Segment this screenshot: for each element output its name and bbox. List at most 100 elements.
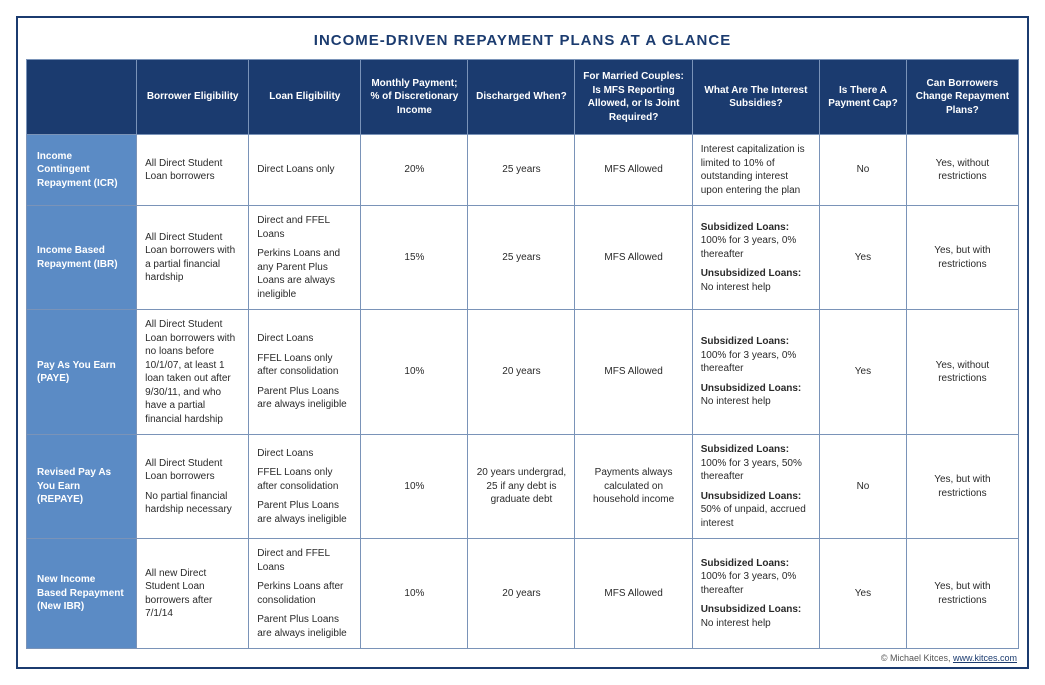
cell-mfs: Payments always calculated on household … (575, 435, 692, 539)
cell-para: All Direct Student Loan borrowers (145, 457, 240, 484)
credit-prefix: © Michael Kitces, (881, 653, 953, 663)
subsidy-text: No interest help (701, 396, 771, 407)
cell-para: Direct Loans only (257, 163, 352, 177)
table-head: Borrower Eligibility Loan Eligibility Mo… (27, 60, 1019, 135)
row-label: New Income Based Repayment (New IBR) (27, 539, 137, 649)
cell-para: Unsubsidized Loans: No interest help (701, 603, 811, 630)
table-row: Pay As You Earn (PAYE)All Direct Student… (27, 310, 1019, 435)
cell-discharged: 20 years undergrad, 25 if any debt is gr… (468, 435, 575, 539)
subsidy-label: Unsubsidized Loans: (701, 491, 802, 502)
subsidy-label: Subsidized Loans: (701, 558, 789, 569)
subsidy-text: 100% for 3 years, 50% thereafter (701, 458, 802, 483)
cell-loan: Direct Loans only (249, 135, 361, 206)
cell-cap: Yes (820, 310, 907, 435)
cell-subsidies: Subsidized Loans: 100% for 3 years, 0% th… (692, 539, 819, 649)
cell-para: Parent Plus Loans are always ineligible (257, 613, 352, 640)
cell-change: Yes, but with restrictions (906, 435, 1018, 539)
cell-para: Unsubsidized Loans:No interest help (701, 382, 811, 409)
subsidy-label: Subsidized Loans: (701, 336, 789, 347)
cell-mfs: MFS Allowed (575, 310, 692, 435)
cell-cap: Yes (820, 539, 907, 649)
cell-para: FFEL Loans only after consolidation (257, 352, 352, 379)
cell-para: Parent Plus Loans are always ineligible (257, 499, 352, 526)
cell-borrower: All Direct Student Loan borrowers No part… (137, 435, 249, 539)
cell-mfs: MFS Allowed (575, 539, 692, 649)
cell-loan: Direct Loans FFEL Loans only after consol… (249, 310, 361, 435)
cell-payment: 10% (361, 310, 468, 435)
cell-borrower: All Direct Student Loan borrowers with n… (137, 310, 249, 435)
cell-discharged: 25 years (468, 135, 575, 206)
cell-change: Yes, but with restrictions (906, 206, 1018, 310)
subsidy-text: 100% for 3 years, 0% thereafter (701, 571, 797, 596)
subsidy-text: No interest help (701, 618, 771, 629)
idr-table: Borrower Eligibility Loan Eligibility Mo… (26, 59, 1019, 649)
col-head-change: Can Borrowers Change Repayment Plans? (906, 60, 1018, 135)
table-row: Revised Pay As You Earn (REPAYE)All Dire… (27, 435, 1019, 539)
cell-cap: No (820, 435, 907, 539)
cell-cap: No (820, 135, 907, 206)
col-head-loan: Loan Eligibility (249, 60, 361, 135)
col-head-blank (27, 60, 137, 135)
cell-para: Interest capitalization is limited to 10… (701, 143, 811, 197)
cell-subsidies: Subsidized Loans: 100% for 3 years, 50% t… (692, 435, 819, 539)
cell-change: Yes, but with restrictions (906, 539, 1018, 649)
cell-borrower: All new Direct Student Loan borrowers af… (137, 539, 249, 649)
table-row: New Income Based Repayment (New IBR)All … (27, 539, 1019, 649)
cell-change: Yes, without restrictions (906, 135, 1018, 206)
subsidy-label: Unsubsidized Loans: (701, 268, 802, 279)
cell-para: Perkins Loans and any Parent Plus Loans … (257, 247, 352, 301)
col-head-subsidies: What Are The Interest Subsidies? (692, 60, 819, 135)
cell-para: Subsidized Loans: 100% for 3 years, 0% th… (701, 335, 811, 376)
subsidy-label: Unsubsidized Loans: (701, 604, 802, 615)
row-label: Income Based Repayment (IBR) (27, 206, 137, 310)
cell-mfs: MFS Allowed (575, 135, 692, 206)
subsidy-text: Interest capitalization is limited to 10… (701, 144, 805, 196)
cell-para: Subsidized Loans: 100% for 3 years, 0% th… (701, 221, 811, 262)
col-head-payment: Monthly Payment; % of Discretionary Inco… (361, 60, 468, 135)
subsidy-text: No interest help (701, 282, 771, 293)
cell-para: All Direct Student Loan borrowers (145, 157, 240, 184)
cell-para: Direct Loans (257, 447, 352, 461)
subsidy-text: 100% for 3 years, 0% thereafter (701, 350, 797, 375)
subsidy-text: 50% of unpaid, accrued interest (701, 504, 806, 529)
cell-para: Direct Loans (257, 332, 352, 346)
cell-para: All Direct Student Loan borrowers with a… (145, 231, 240, 285)
cell-loan: Direct Loans FFEL Loans only after consol… (249, 435, 361, 539)
cell-para: Direct and FFEL Loans (257, 547, 352, 574)
cell-subsidies: Interest capitalization is limited to 10… (692, 135, 819, 206)
chart-frame: INCOME-DRIVEN REPAYMENT PLANS AT A GLANC… (16, 16, 1029, 669)
cell-discharged: 20 years (468, 310, 575, 435)
table-row: Income Based Repayment (IBR)All Direct S… (27, 206, 1019, 310)
cell-payment: 10% (361, 539, 468, 649)
subsidy-text: 100% for 3 years, 0% thereafter (701, 235, 797, 260)
cell-para: Unsubsidized Loans: No interest help (701, 267, 811, 294)
cell-payment: 10% (361, 435, 468, 539)
cell-cap: Yes (820, 206, 907, 310)
cell-para: Parent Plus Loans are always ineligible (257, 385, 352, 412)
col-head-discharged: Discharged When? (468, 60, 575, 135)
cell-borrower: All Direct Student Loan borrowers with a… (137, 206, 249, 310)
cell-subsidies: Subsidized Loans: 100% for 3 years, 0% th… (692, 206, 819, 310)
row-label: Pay As You Earn (PAYE) (27, 310, 137, 435)
cell-para: No partial financial hardship necessary (145, 490, 240, 517)
cell-para: FFEL Loans only after consolidation (257, 466, 352, 493)
cell-mfs: MFS Allowed (575, 206, 692, 310)
row-label: Income Contingent Repayment (ICR) (27, 135, 137, 206)
cell-subsidies: Subsidized Loans: 100% for 3 years, 0% th… (692, 310, 819, 435)
cell-para: Perkins Loans after consolidation (257, 580, 352, 607)
cell-para: All new Direct Student Loan borrowers af… (145, 567, 240, 621)
cell-para: Unsubsidized Loans: 50% of unpaid, accrue… (701, 490, 811, 531)
subsidy-label: Subsidized Loans: (701, 444, 789, 455)
cell-change: Yes, without restrictions (906, 310, 1018, 435)
cell-loan: Direct and FFEL LoansPerkins Loans and a… (249, 206, 361, 310)
credit-line: © Michael Kitces, www.kitces.com (26, 649, 1019, 663)
credit-link[interactable]: www.kitces.com (953, 653, 1017, 663)
cell-discharged: 25 years (468, 206, 575, 310)
subsidy-label: Subsidized Loans: (701, 222, 789, 233)
cell-payment: 15% (361, 206, 468, 310)
table-row: Income Contingent Repayment (ICR) All Dir… (27, 135, 1019, 206)
cell-loan: Direct and FFEL Loans Perkins Loans after… (249, 539, 361, 649)
cell-payment: 20% (361, 135, 468, 206)
col-head-borrower: Borrower Eligibility (137, 60, 249, 135)
table-body: Income Contingent Repayment (ICR)All Dir… (27, 135, 1019, 649)
